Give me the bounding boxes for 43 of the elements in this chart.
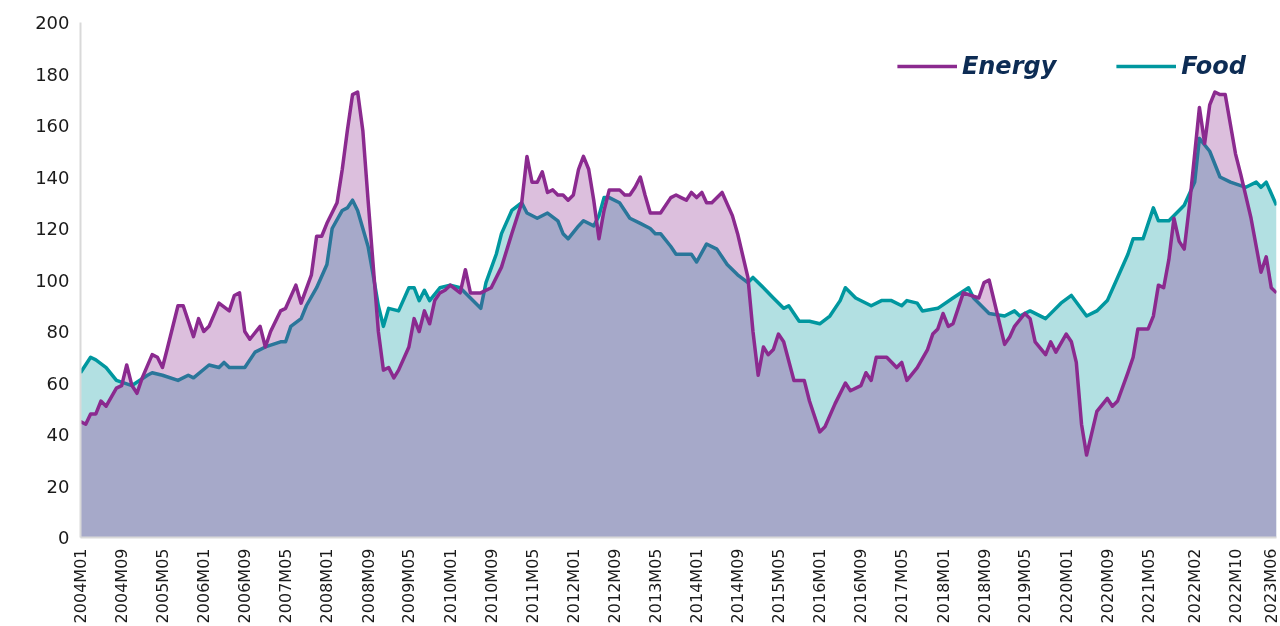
x-tick-label: 2023M06 [1261, 548, 1280, 624]
x-tick-label: 2008M09 [358, 548, 378, 624]
y-tick-label: 20 [46, 475, 70, 497]
x-tick-label: 2011M05 [522, 548, 542, 624]
x-tick-label: 2013M05 [645, 548, 665, 624]
x-tick-label: 2007M05 [276, 548, 296, 624]
x-tick-label: 2014M09 [728, 548, 748, 624]
x-tick-label: 2022M02 [1185, 548, 1205, 624]
x-tick-label: 2018M09 [974, 548, 994, 624]
x-tick-label: 2006M01 [194, 548, 214, 624]
y-tick-label: 40 [46, 424, 70, 445]
x-tick-label: 2017M05 [892, 548, 912, 624]
x-tick-label: 2008M01 [317, 548, 337, 624]
x-tick-label: 2004M01 [71, 548, 90, 624]
x-tick-label: 2014M01 [687, 548, 707, 624]
y-tick-label: 180 [35, 63, 70, 85]
x-tick-label: 2022M10 [1226, 548, 1246, 624]
x-tick-label: 2020M01 [1056, 548, 1076, 624]
x-tick-label: 2020M09 [1097, 548, 1117, 624]
y-tick-label: 160 [35, 115, 70, 136]
x-tick-label: 2019M05 [1015, 548, 1035, 624]
y-tick-label: 120 [35, 218, 70, 239]
x-tick-label: 2005M05 [152, 548, 172, 624]
legend-label: Food [1181, 52, 1246, 80]
y-tick-label: 0 [58, 527, 70, 548]
x-tick-label: 2010M01 [440, 548, 460, 624]
y-tick-label: 200 [35, 12, 70, 33]
x-tick-label: 2021M05 [1138, 548, 1158, 624]
x-tick-label: 2006M09 [235, 548, 255, 624]
y-tick-label: 80 [46, 321, 70, 342]
legend-label: Energy [961, 52, 1057, 80]
x-tick-label: 2015M05 [768, 548, 788, 624]
x-tick-label: 2010M09 [481, 548, 501, 624]
x-tick-label: 2016M09 [851, 548, 871, 624]
x-tick-label: 2009M05 [399, 548, 419, 624]
x-tick-label: 2016M01 [810, 548, 830, 624]
x-tick-label: 2012M01 [563, 548, 583, 624]
x-tick-label: 2004M09 [112, 548, 132, 624]
x-tick-label: 2018M01 [933, 548, 953, 624]
x-tick-label: 2012M09 [604, 548, 624, 624]
y-tick-label: 100 [35, 269, 70, 291]
y-tick-label: 140 [35, 166, 70, 188]
y-tick-label: 60 [46, 372, 70, 394]
